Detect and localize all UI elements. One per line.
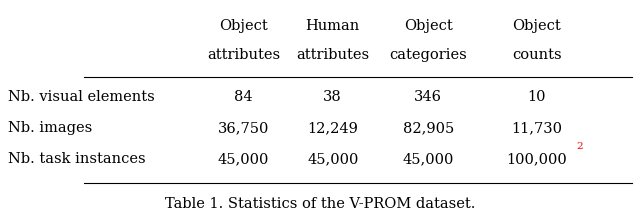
Text: 38: 38: [323, 91, 342, 104]
Text: Table 1. Statistics of the V-PROM dataset.: Table 1. Statistics of the V-PROM datase…: [165, 197, 475, 211]
Text: 12,249: 12,249: [307, 121, 358, 135]
Text: Object: Object: [404, 19, 452, 32]
Text: 82,905: 82,905: [403, 121, 454, 135]
Text: 2: 2: [576, 142, 582, 151]
Text: attributes: attributes: [296, 48, 369, 62]
Text: 45,000: 45,000: [218, 152, 269, 166]
Text: Nb. visual elements: Nb. visual elements: [8, 91, 154, 104]
Text: Nb. images: Nb. images: [8, 121, 92, 135]
Text: 346: 346: [414, 91, 442, 104]
Text: 84: 84: [234, 91, 253, 104]
Text: 10: 10: [527, 91, 546, 104]
Text: categories: categories: [390, 48, 467, 62]
Text: 36,750: 36,750: [218, 121, 269, 135]
Text: Object: Object: [512, 19, 561, 32]
Text: Object: Object: [219, 19, 268, 32]
Text: 11,730: 11,730: [511, 121, 562, 135]
Text: 45,000: 45,000: [403, 152, 454, 166]
Text: counts: counts: [512, 48, 561, 62]
Text: 45,000: 45,000: [307, 152, 358, 166]
Text: attributes: attributes: [207, 48, 280, 62]
Text: 100,000: 100,000: [506, 152, 567, 166]
Text: Human: Human: [306, 19, 360, 32]
Text: Nb. task instances: Nb. task instances: [8, 152, 145, 166]
